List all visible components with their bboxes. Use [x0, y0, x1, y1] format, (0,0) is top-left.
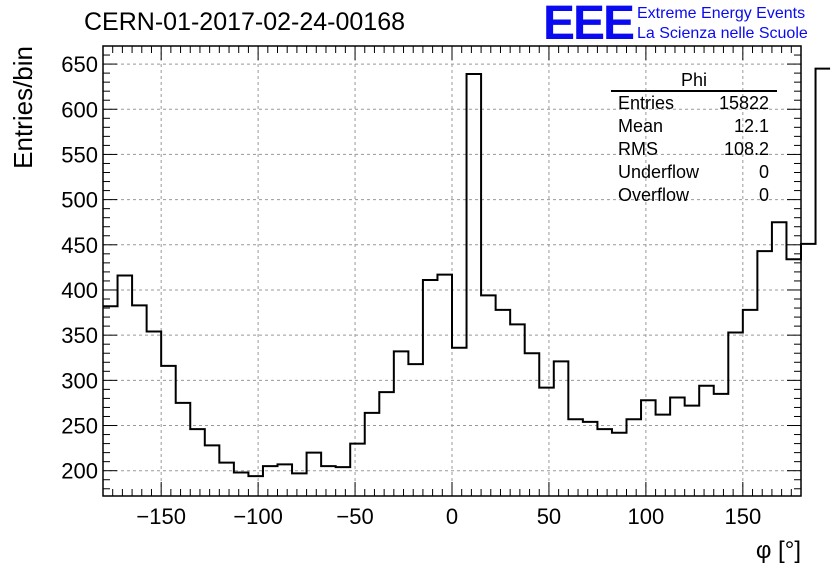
x-tick-label: 0	[446, 504, 458, 529]
x-tick-label: 150	[724, 504, 761, 529]
stats-value: 15822	[718, 93, 769, 113]
stats-value: 12.1	[733, 116, 769, 136]
y-tick-label: 400	[61, 278, 98, 303]
stats-label: RMS	[618, 139, 658, 159]
stats-label: Mean	[618, 116, 664, 136]
stats-row-entries: Entries 15822	[611, 92, 777, 115]
stats-title: Phi	[611, 70, 777, 92]
y-tick-label: 500	[61, 188, 98, 213]
eee-logo: EEE	[543, 0, 635, 50]
stats-value: 0	[758, 162, 769, 182]
stats-row-overflow: Overflow 0	[611, 184, 777, 207]
y-tick-label: 250	[61, 414, 98, 439]
stats-box: Phi Entries 15822 Mean 12.1 RMS 108.2 Un…	[611, 70, 777, 207]
logo-line-1: Extreme Energy Events	[637, 5, 806, 22]
stats-row-mean: Mean 12.1	[611, 115, 777, 138]
stats-row-rms: RMS 108.2	[611, 138, 777, 161]
x-tick-label: −100	[233, 504, 283, 529]
y-tick-label: 550	[61, 142, 98, 167]
stats-row-underflow: Underflow 0	[611, 161, 777, 184]
y-axis-label: Entries/bin	[8, 46, 38, 169]
stats-label: Overflow	[618, 185, 690, 205]
y-tick-label: 650	[61, 52, 98, 77]
y-tick-label: 600	[61, 97, 98, 122]
stats-value: 108.2	[723, 139, 769, 159]
y-tick-label: 300	[61, 368, 98, 393]
histogram-series	[103, 67, 831, 478]
stats-label: Underflow	[618, 162, 700, 182]
x-tick-label: 100	[628, 504, 665, 529]
y-tick-label: 350	[61, 323, 98, 348]
stats-value: 0	[758, 185, 769, 205]
eee-logo-text: Extreme Energy Events La Scienza nelle S…	[637, 4, 808, 44]
x-tick-label: 50	[537, 504, 561, 529]
chart-title: CERN-01-2017-02-24-00168	[84, 8, 406, 36]
y-tick-label: 200	[61, 459, 98, 484]
stats-label: Entries	[618, 93, 675, 113]
y-tick-label: 450	[61, 233, 98, 258]
x-tick-label: −50	[336, 504, 373, 529]
x-tick-label: −150	[136, 504, 186, 529]
logo-line-2: La Scienza nelle Scuole	[637, 25, 808, 42]
x-axis-label: φ [°]	[756, 537, 801, 564]
